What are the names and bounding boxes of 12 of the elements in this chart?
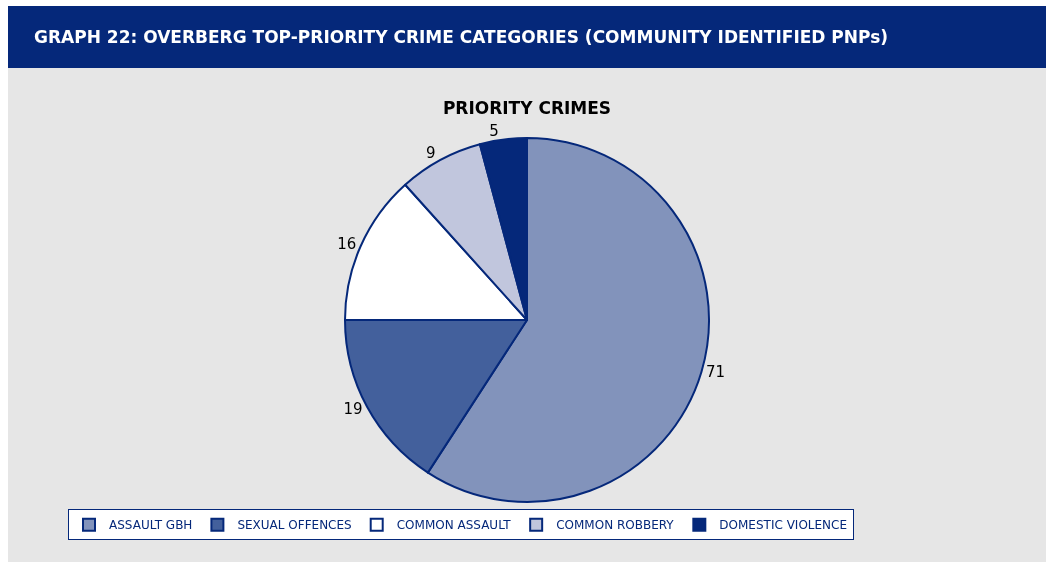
legend-label: COMMON ROBBERY xyxy=(556,518,675,533)
legend-label: DOMESTIC VIOLENCE xyxy=(719,518,848,533)
data-label: 5 xyxy=(489,121,499,140)
chart-title: GRAPH 22: OVERBERG TOP-PRIORITY CRIME CATEGORIES (COMMUNITY IDENTIFIED PNPs) xyxy=(8,6,1046,68)
legend-label: COMMON ASSAULT xyxy=(396,518,512,533)
legend-label: ASSAULT GBH xyxy=(109,518,193,533)
data-label: 19 xyxy=(343,399,363,418)
data-label: 16 xyxy=(337,235,357,254)
legend-label: SEXUAL OFFENCES xyxy=(237,518,352,533)
data-label: 9 xyxy=(426,144,436,163)
data-label: 71 xyxy=(706,363,726,382)
chart-subtitle: PRIORITY CRIMES xyxy=(442,98,612,119)
